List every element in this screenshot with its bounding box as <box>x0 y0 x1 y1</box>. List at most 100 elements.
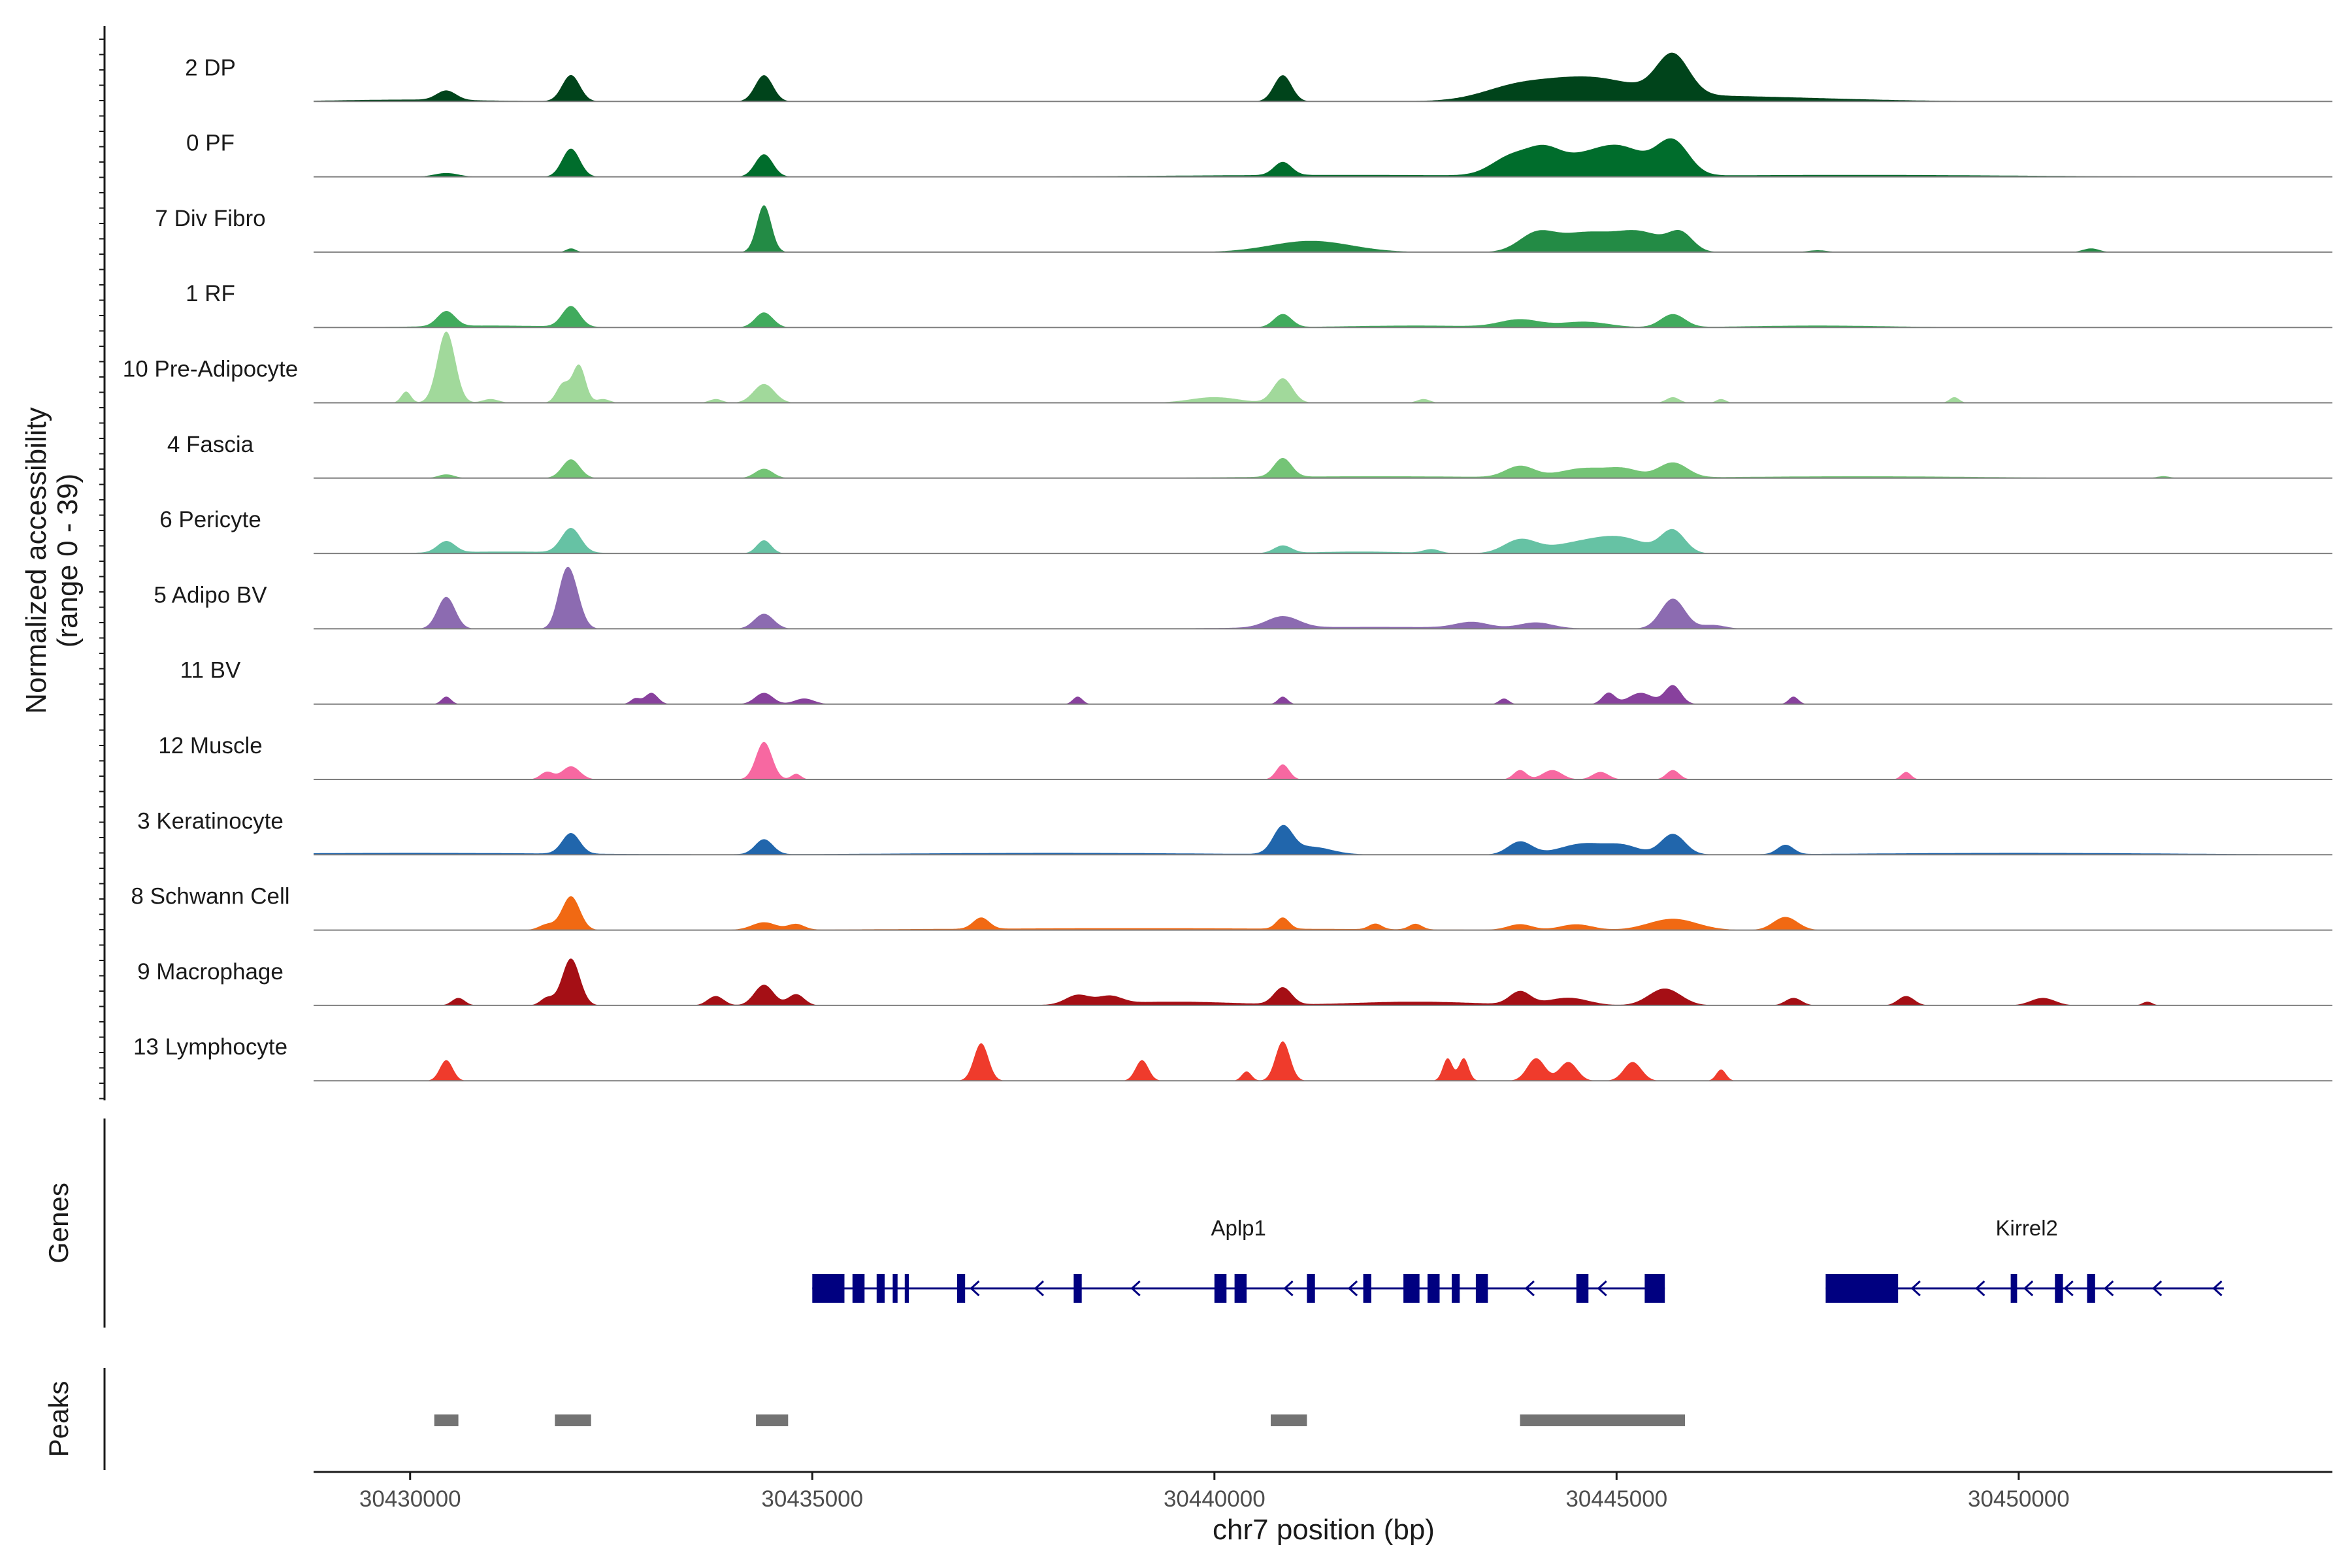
strand-arrow-icon <box>1524 1280 1535 1297</box>
strand-arrow-icon <box>1910 1280 1921 1297</box>
y-axis-title-line-2: (range 0 - 39) <box>52 474 84 648</box>
track-label: 2 DP <box>185 55 236 80</box>
track-3-keratinocyte: 3 Keratinocyte <box>137 808 2332 856</box>
coverage-area <box>314 52 2332 102</box>
gene-exon <box>1475 1274 1488 1303</box>
coverage-area <box>314 528 2332 554</box>
strand-arrow-icon <box>1130 1280 1141 1297</box>
track-label: 0 PF <box>186 131 235 156</box>
track-0-pf: 0 PF <box>186 131 2332 178</box>
gene-exon <box>1644 1274 1665 1303</box>
track-4-fascia: 4 Fascia <box>167 432 2332 479</box>
strand-arrow-icon <box>1034 1280 1044 1297</box>
track-8-schwann-cell: 8 Schwann Cell <box>131 884 2332 931</box>
track-11-bv: 11 BV <box>180 658 2332 705</box>
track-label: 6 Pericyte <box>159 507 261 532</box>
track-9-macrophage: 9 Macrophage <box>137 958 2332 1006</box>
gene-exon <box>852 1274 865 1303</box>
x-tick-label: 30435000 <box>761 1486 863 1512</box>
gene-exon <box>1576 1274 1589 1303</box>
coverage-area <box>314 205 2332 252</box>
track-label: 12 Muscle <box>158 733 263 759</box>
x-axis-ticks: 30430000 30435000 30440000 30445000 30450000 <box>359 1472 2070 1512</box>
track-1-rf: 1 RF <box>186 281 2332 329</box>
strand-arrow-icon <box>2104 1280 2114 1297</box>
coverage-area <box>314 825 2332 855</box>
track-12-muscle: 12 Muscle <box>158 733 2332 780</box>
gene-exon <box>812 1274 845 1303</box>
gene-exon <box>956 1274 966 1303</box>
track-label: 9 Macrophage <box>137 959 284 985</box>
track-13-lymphocyte: 13 Lymphocyte <box>133 1034 2332 1082</box>
gene-exon <box>904 1274 909 1303</box>
strand-arrow-icon <box>1283 1280 1294 1297</box>
track-10-pre-adipocyte: 10 Pre-Adipocyte <box>123 331 2332 404</box>
y-axis-title-line-1: Normalized accessibility <box>20 407 52 713</box>
track-label: 10 Pre-Adipocyte <box>123 357 298 382</box>
track-6-pericyte: 6 Pericyte <box>159 507 2332 555</box>
coverage-area <box>314 331 2332 403</box>
gene-exon <box>1403 1274 1420 1303</box>
track-2-dp: 2 DP <box>185 52 2332 103</box>
track-label: 4 Fascia <box>167 432 254 457</box>
gene-label: Aplp1 <box>1211 1216 1266 1240</box>
peak-regions <box>434 1414 1685 1426</box>
strand-arrow-icon <box>1597 1280 1607 1297</box>
gene-exon <box>1452 1274 1460 1303</box>
coverage-area <box>314 685 2332 704</box>
track-label: 5 Adipo BV <box>154 582 267 608</box>
gene-exon <box>2087 1274 2095 1303</box>
gene-exon <box>1825 1274 1899 1303</box>
strand-arrow-icon <box>1347 1280 1358 1297</box>
coverage-area <box>314 138 2332 177</box>
coverage-tracks: 2 DP 0 PF 7 Div Fibro 1 RF 10 Pre-Adipocyte 4… <box>123 52 2332 1082</box>
gene-annotations: Aplp1 Kirrel2 <box>812 1216 2224 1303</box>
x-axis-title: chr7 position (bp) <box>1213 1514 1435 1546</box>
gene-exon <box>1234 1274 1247 1303</box>
gene-exon <box>1363 1274 1371 1303</box>
genes-panel-label: Genes <box>43 1183 74 1264</box>
coverage-area <box>314 457 2332 478</box>
track-label: 1 RF <box>186 281 235 306</box>
strand-arrow-icon <box>2151 1280 2163 1297</box>
peaks-panel-label: Peaks <box>43 1381 74 1458</box>
gene-exon <box>2010 1274 2017 1303</box>
coverage-area <box>314 1041 2332 1081</box>
track-7-div-fibro: 7 Div Fibro <box>155 205 2332 253</box>
coverage-area <box>314 566 2332 629</box>
peak-region <box>1520 1414 1685 1426</box>
x-tick-label: 30430000 <box>359 1486 461 1512</box>
gene-exon <box>1214 1274 1227 1303</box>
coverage-area <box>314 958 2332 1005</box>
gene-kirrel2: Kirrel2 <box>1825 1216 2224 1303</box>
gene-exon <box>876 1274 885 1303</box>
strand-arrow-icon <box>2023 1280 2034 1297</box>
track-label: 3 Keratinocyte <box>137 808 284 834</box>
track-label: 7 Div Fibro <box>155 206 265 231</box>
strand-arrow-icon <box>970 1280 980 1297</box>
gene-exon <box>1073 1274 1082 1303</box>
track-5-adipo-bv: 5 Adipo BV <box>154 566 2332 630</box>
x-tick-label: 30445000 <box>1565 1486 1667 1512</box>
coverage-area <box>314 742 2332 779</box>
gene-exon <box>892 1274 898 1303</box>
x-tick-label: 30440000 <box>1164 1486 1266 1512</box>
track-label: 8 Schwann Cell <box>131 884 289 909</box>
accessibility-axis <box>99 26 106 1101</box>
coverage-area <box>314 896 2332 930</box>
track-label: 11 BV <box>180 658 241 683</box>
gene-exon <box>1428 1274 1440 1303</box>
peak-region <box>434 1414 459 1426</box>
strand-arrow-icon <box>2212 1280 2223 1297</box>
peak-region <box>555 1414 591 1426</box>
peak-region <box>1271 1414 1307 1426</box>
strand-arrow-icon <box>2063 1280 2074 1297</box>
track-label: 13 Lymphocyte <box>133 1034 287 1060</box>
gene-label: Kirrel2 <box>1996 1216 2058 1240</box>
peak-region <box>756 1414 789 1426</box>
gene-exon <box>2055 1274 2063 1303</box>
x-tick-label: 30450000 <box>1968 1486 2070 1512</box>
gene-aplp1: Aplp1 <box>812 1216 1665 1303</box>
strand-arrow-icon <box>1975 1280 1985 1297</box>
